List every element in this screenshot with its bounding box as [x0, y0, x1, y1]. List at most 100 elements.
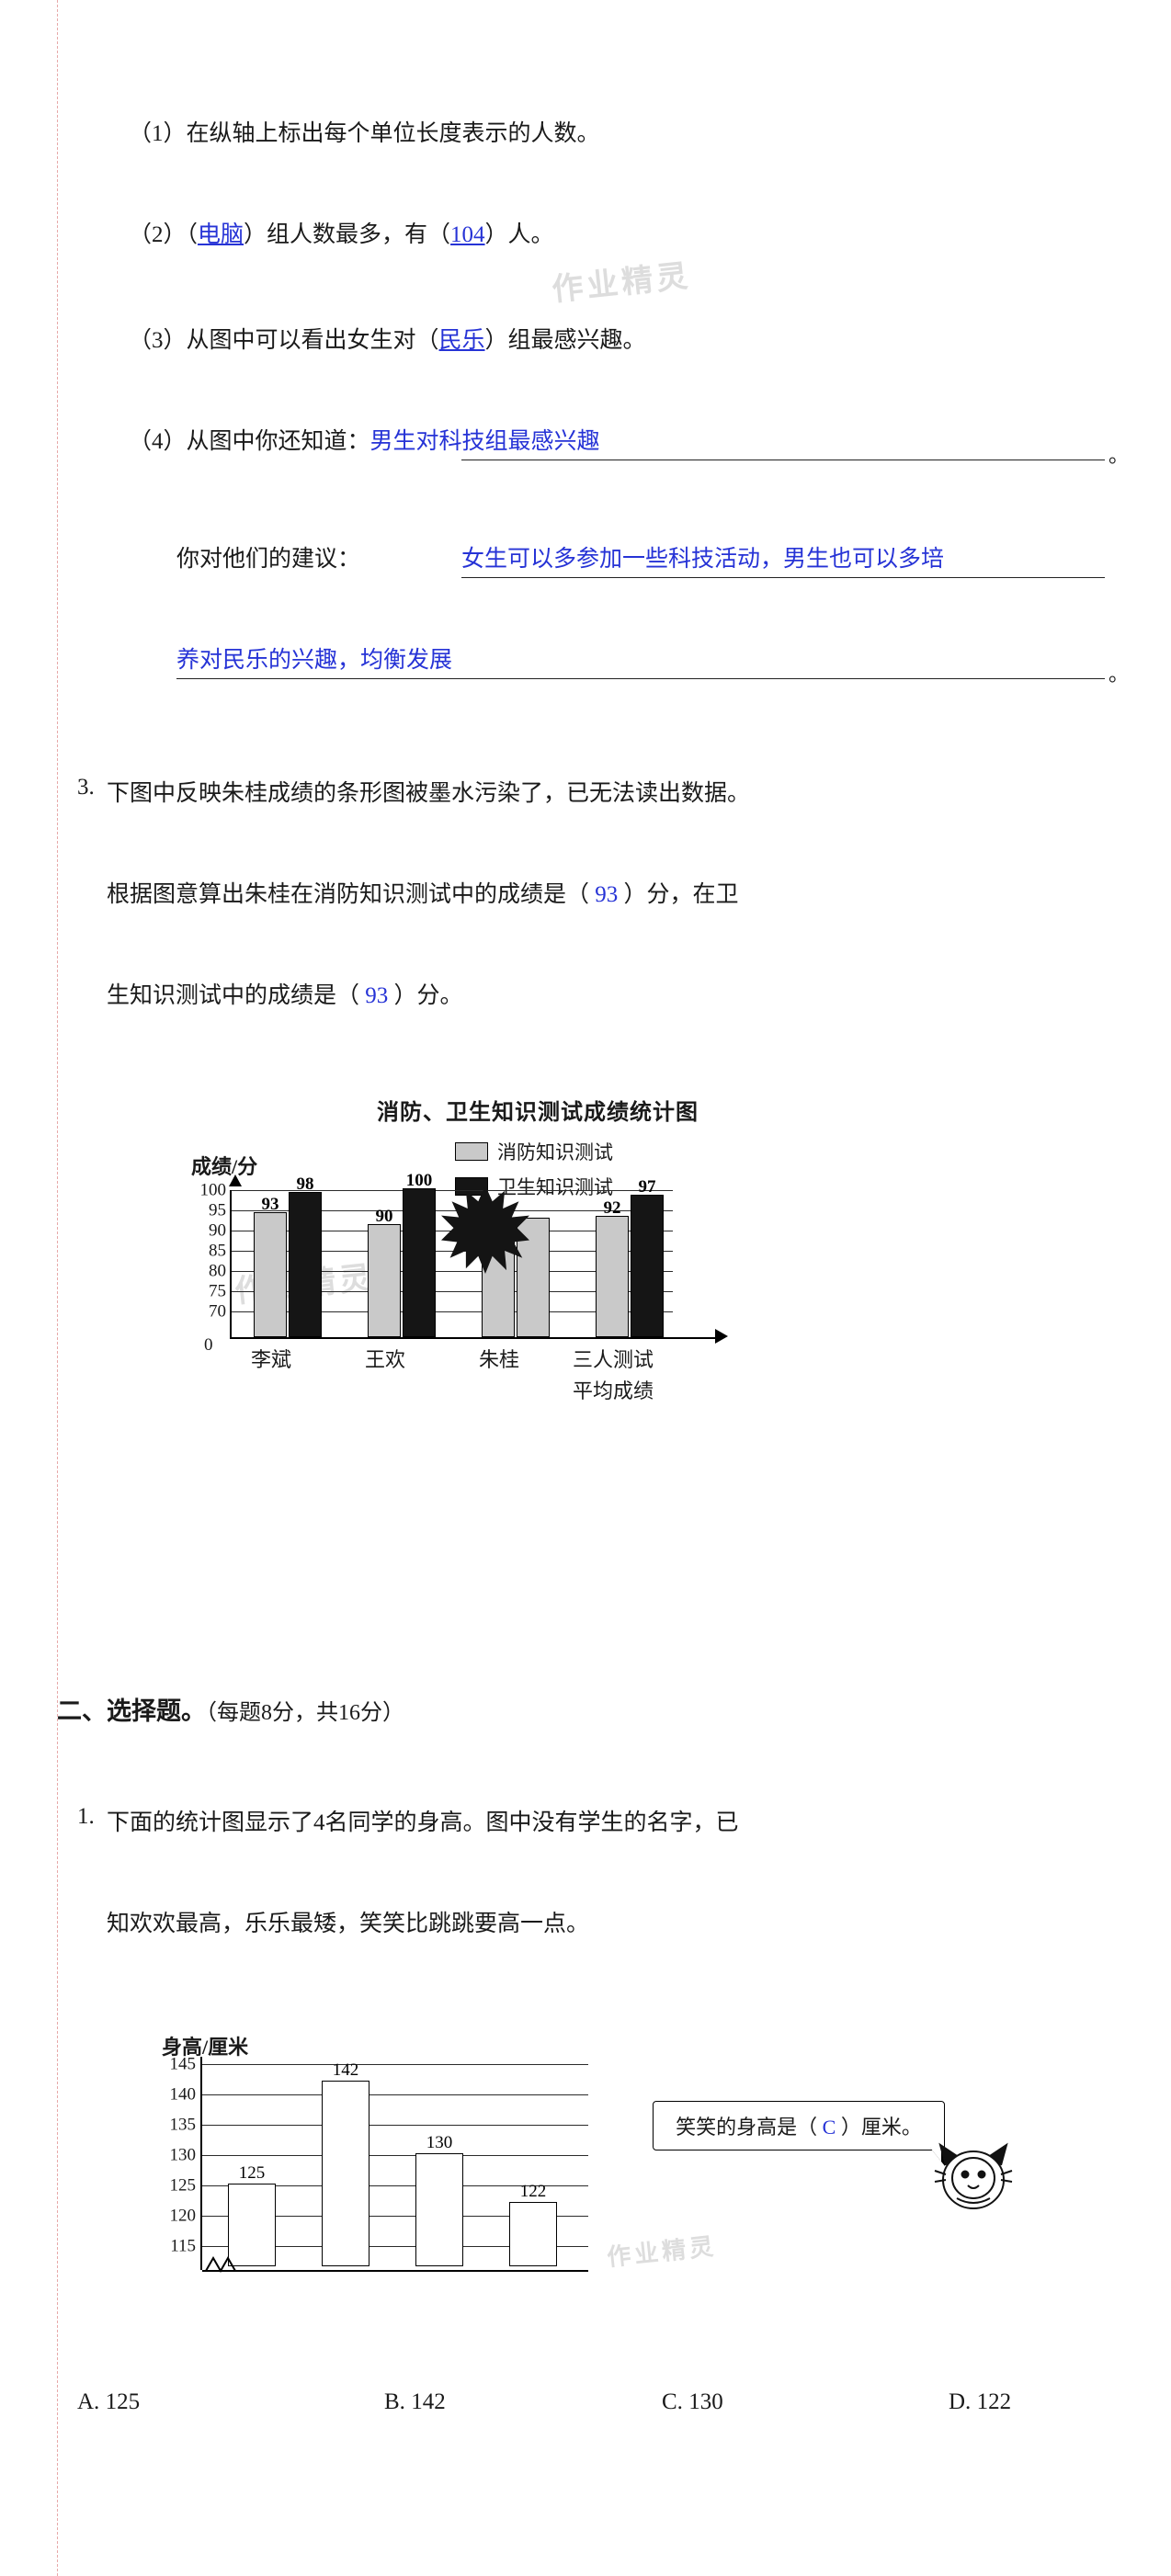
- chart1-bar-value: 93: [261, 1195, 279, 1214]
- chart1-ytick: 75: [209, 1281, 226, 1301]
- q3-line3-suffix: ）分。: [393, 983, 463, 1008]
- chart1-ytick: 70: [209, 1301, 226, 1322]
- watermark: 作业精灵: [550, 258, 693, 308]
- chart1-bar-value: 92: [603, 1198, 621, 1218]
- chart1-ytick: 100: [199, 1180, 227, 1200]
- chart1-legend-item-2: 卫生知识测试: [455, 1173, 613, 1200]
- q1-item3-answer: 民乐: [438, 328, 485, 353]
- q1-item1-label: （1）: [129, 121, 187, 146]
- chart1-bar-value: 100: [405, 1171, 433, 1190]
- callout-text-before: 笑笑的身高是（: [676, 2116, 818, 2139]
- chart1-category-label: 三人测试: [572, 1348, 654, 1371]
- chart1-legend: 消防知识测试 卫生知识测试: [455, 1138, 613, 1208]
- q1-suggestion-line2-rule: [176, 678, 1105, 679]
- chart2-ytick: 115: [170, 2236, 196, 2256]
- chart1-legend-label-2: 卫生知识测试: [497, 1176, 613, 1198]
- chart2-bar-value: 125: [238, 2163, 266, 2183]
- chart2-ytick: 125: [169, 2175, 197, 2196]
- chart1-category-label: 李斌: [250, 1348, 291, 1371]
- chart1-legend-item-1: 消防知识测试: [455, 1138, 613, 1165]
- chart2-gridline: 115: [170, 2237, 588, 2256]
- q3-answer2: 93: [365, 983, 389, 1008]
- q3-line3: 生知识测试中的成绩是（ 93 ）分。: [107, 977, 463, 1010]
- chart2-gridline: 135: [170, 2116, 588, 2135]
- chart1-bar-value: 90: [375, 1207, 393, 1226]
- chart1-gridline: 95: [209, 1201, 673, 1220]
- callout-text-after: ）厘米。: [840, 2116, 922, 2139]
- legend-swatch-dark-icon: [455, 1177, 488, 1196]
- chart2-gridline: 140: [170, 2085, 588, 2105]
- chart1-bar-light: 92: [596, 1198, 629, 1337]
- chart2-bar-value: 122: [519, 2182, 547, 2201]
- q1-suggestion-line1: 女生可以多参加一些科技活动，男生也可以多培: [461, 547, 945, 572]
- q1-suggestion-label: 你对他们的建议：: [176, 547, 361, 572]
- s2q1-number: 1.: [77, 1804, 95, 1829]
- chart1-bar-dark: 97: [631, 1177, 664, 1337]
- chart2-plot-area: 145 140 135 130 125 120 115 125 142 130 …: [170, 2055, 588, 2266]
- chart2-ytick: 140: [169, 2084, 197, 2105]
- chart1-bar-value: 97: [638, 1177, 656, 1197]
- chart2-ytick: 120: [169, 2206, 197, 2226]
- chart1-ytick: 80: [209, 1261, 226, 1281]
- section2-heading-text: 二、选择题。: [57, 1697, 206, 1725]
- q3-line2-suffix: ）分，在卫: [623, 882, 739, 907]
- q3-line1: 下图中反映朱桂成绩的条形图被墨水污染了，已无法读出数据。: [107, 781, 751, 806]
- chart2-bar: 125: [228, 2163, 276, 2266]
- chart2-bar-value: 130: [426, 2133, 453, 2152]
- q1-item4-answer: 男生对科技组最感兴趣: [369, 429, 600, 454]
- option-d-value: 122: [976, 2389, 1012, 2414]
- chart1-title: 消防、卫生知识测试成绩统计图: [377, 1100, 699, 1125]
- q3-line3-prefix: 生知识测试中的成绩是（: [107, 983, 360, 1008]
- q1-item3: （3）从图中可以看出女生对（民乐）组最感兴趣。: [129, 322, 646, 355]
- chart1-bar-dark: 100: [403, 1171, 436, 1337]
- chart1-x-axis: [230, 1337, 717, 1339]
- option-a-key: A.: [77, 2389, 100, 2414]
- q3-line2: 根据图意算出朱桂在消防知识测试中的成绩是（ 93 ）分，在卫: [107, 876, 739, 909]
- q1-item4-period: 。: [1108, 444, 1130, 467]
- chart2-gridline: 120: [170, 2207, 588, 2226]
- option-c-value: 130: [688, 2389, 723, 2414]
- chart1-y-axis-label: 成绩/分: [191, 1155, 258, 1178]
- q1-item1: （1）在纵轴上标出每个单位长度表示的人数。: [129, 115, 600, 148]
- chart2-y-axis-label: 身高/厘米: [162, 2036, 249, 2059]
- chart1-y-axis-arrow: [229, 1175, 242, 1186]
- chart2-bar: 130: [415, 2133, 463, 2266]
- chart1-x-axis-arrow: [715, 1329, 728, 1344]
- option-d[interactable]: D. 122: [949, 2389, 1011, 2415]
- q3-number: 3.: [77, 775, 95, 800]
- chart1-gridline: 85: [209, 1242, 673, 1261]
- option-b-value: 142: [411, 2389, 446, 2414]
- option-b-key: B.: [384, 2389, 405, 2414]
- q1-suggestion-line2: 养对民乐的兴趣，均衡发展: [176, 648, 453, 673]
- option-a[interactable]: A. 125: [77, 2389, 140, 2415]
- chart1-ytick: 90: [209, 1220, 226, 1241]
- q1-suggestion-line1-rule: [461, 577, 1105, 578]
- s2q1-line2: 知欢欢最高，乐乐最矮，笑笑比跳跳要高一点。: [107, 1912, 590, 1936]
- q1-suggestion-period: 。: [1108, 663, 1130, 686]
- section2-heading: 二、选择题。（每题8分，共16分）: [57, 1691, 404, 1727]
- q1-item2-mid: ）组人数最多，有（: [244, 222, 451, 247]
- chart1-gridline: 70: [209, 1302, 673, 1322]
- chart2-ytick: 130: [169, 2145, 197, 2165]
- chart2-x-axis: [202, 2270, 588, 2272]
- chart2-bar-value: 142: [332, 2060, 359, 2080]
- chart1-bar-value: 98: [296, 1175, 314, 1194]
- q1-item3-end: ）组最感兴趣。: [484, 328, 646, 353]
- legend-swatch-light-icon: [455, 1142, 488, 1161]
- option-c[interactable]: C. 130: [662, 2389, 723, 2415]
- q1-item3-label: （3）从图中可以看出女生对（: [129, 328, 439, 353]
- q1-item2-answer2: 104: [450, 222, 485, 247]
- chart2-bar: 122: [509, 2182, 557, 2266]
- chart1-bar-dark: 98: [289, 1175, 322, 1337]
- chart2-y-axis: [200, 2057, 202, 2270]
- chart2-ytick: 135: [169, 2115, 197, 2135]
- option-b[interactable]: B. 142: [384, 2389, 446, 2415]
- axis-break-zigzag-icon: [205, 2255, 236, 2273]
- q3-answer1: 93: [595, 882, 619, 907]
- chart1-category-label: 王欢: [364, 1348, 405, 1371]
- q1-item2-label: （2）（: [129, 222, 199, 247]
- chart1-plot-area: 100 95 90 85 80 75 70 0 93 98 90 100: [200, 1171, 673, 1355]
- chart1-ytick: 95: [209, 1200, 226, 1220]
- chart1-category-label-2: 平均成绩: [572, 1379, 654, 1402]
